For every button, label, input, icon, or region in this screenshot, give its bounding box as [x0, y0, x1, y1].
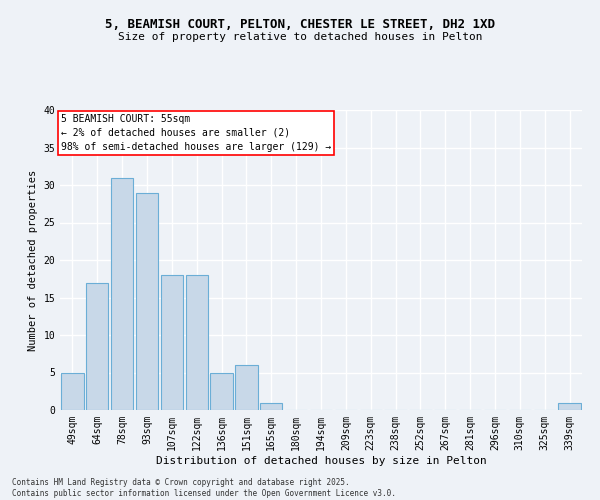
Text: Contains HM Land Registry data © Crown copyright and database right 2025.
Contai: Contains HM Land Registry data © Crown c… [12, 478, 396, 498]
Bar [559, 402, 581, 410]
X-axis label: Distribution of detached houses by size in Pelton: Distribution of detached houses by size … [155, 456, 487, 466]
Bar [86, 282, 109, 410]
Bar [260, 402, 283, 410]
Bar [185, 275, 208, 410]
Text: 5 BEAMISH COURT: 55sqm
← 2% of detached houses are smaller (2)
98% of semi-detac: 5 BEAMISH COURT: 55sqm ← 2% of detached … [61, 114, 331, 152]
Y-axis label: Number of detached properties: Number of detached properties [28, 170, 38, 350]
Bar [211, 372, 233, 410]
Bar [61, 372, 83, 410]
Bar [136, 192, 158, 410]
Bar [111, 178, 133, 410]
Text: Size of property relative to detached houses in Pelton: Size of property relative to detached ho… [118, 32, 482, 42]
Bar [161, 275, 183, 410]
Bar [235, 365, 257, 410]
Text: 5, BEAMISH COURT, PELTON, CHESTER LE STREET, DH2 1XD: 5, BEAMISH COURT, PELTON, CHESTER LE STR… [105, 18, 495, 30]
